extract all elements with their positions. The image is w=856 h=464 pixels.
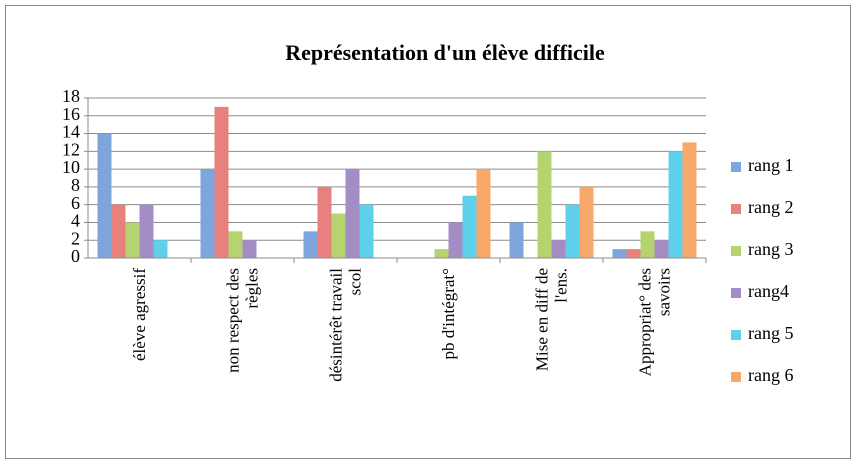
legend-label: rang 1 [748, 155, 793, 175]
y-tick-label: 4 [71, 211, 80, 231]
y-tick-label: 14 [62, 122, 80, 142]
legend-swatch [731, 330, 741, 340]
bar [111, 204, 126, 258]
bar [359, 204, 374, 258]
legend-swatch [731, 372, 741, 382]
bar [612, 249, 627, 258]
bar [303, 231, 318, 258]
y-tick-label: 18 [62, 86, 80, 106]
y-tick-label: 8 [71, 175, 80, 195]
chart-title: Représentation d'un élève difficile [285, 40, 605, 65]
bar [537, 151, 552, 258]
legend-label: rang4 [748, 281, 789, 301]
bar [228, 231, 243, 258]
bar [565, 204, 580, 258]
bar [682, 142, 697, 258]
bar [242, 240, 257, 258]
legend-swatch [731, 288, 741, 298]
bar [668, 151, 683, 258]
x-tick-label: désintérêt travail scol [326, 268, 365, 382]
bar [125, 222, 140, 258]
bar [579, 186, 594, 258]
x-tick-label: pb d'intégrat° [439, 268, 458, 360]
bar [551, 240, 566, 258]
bar [476, 169, 491, 258]
x-tick-label: Appropriat° des savoirs [635, 268, 674, 377]
bar [345, 169, 360, 258]
bar [317, 186, 332, 258]
legend-swatch [731, 162, 741, 172]
bar [153, 240, 168, 258]
legend-label: rang 5 [748, 323, 793, 343]
legend-swatch [731, 204, 741, 214]
bar [331, 213, 346, 258]
bar [462, 195, 477, 258]
bar [654, 240, 669, 258]
y-tick-label: 16 [62, 104, 80, 124]
bar [200, 169, 215, 258]
bar [448, 222, 463, 258]
bar [139, 204, 154, 258]
legend-label: rang 3 [748, 239, 793, 259]
legend-swatch [731, 246, 741, 256]
y-tick-label: 6 [71, 193, 80, 213]
x-tick-label: élève agressif [130, 268, 149, 361]
legend-label: rang 6 [748, 365, 793, 385]
y-tick-label: 2 [71, 228, 80, 248]
legend-label: rang 2 [748, 197, 793, 217]
bar [214, 106, 229, 258]
bar [97, 133, 112, 258]
bar [640, 231, 655, 258]
bar [509, 222, 524, 258]
x-tick-label: non respect des règles [223, 268, 262, 373]
y-tick-label: 0 [71, 246, 80, 266]
y-tick-label: 12 [62, 139, 80, 159]
bar [434, 249, 449, 258]
x-tick-label: Mise en diff de l'ens. [532, 268, 571, 372]
bar [626, 249, 641, 258]
y-tick-label: 10 [62, 157, 80, 177]
